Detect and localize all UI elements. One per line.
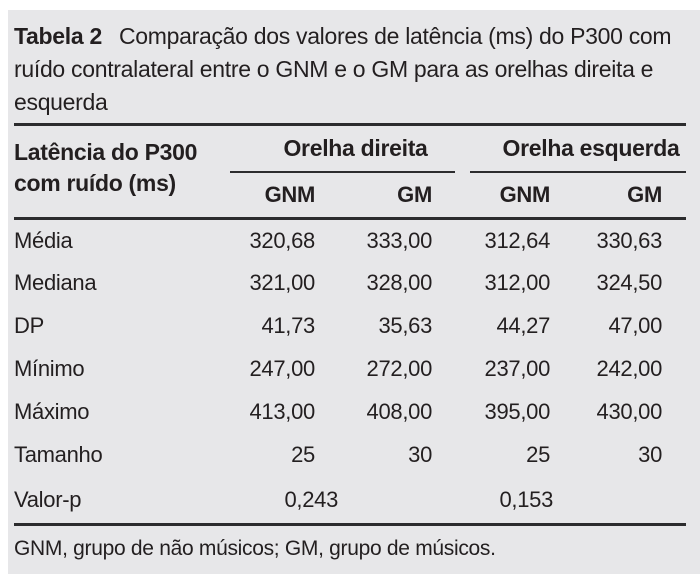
cell-left-gm: 330,63: [596, 227, 663, 253]
column-gap-cell: [455, 477, 470, 525]
table-row-mediana: Mediana 321,00 328,00 312,00 324,50: [14, 262, 686, 305]
pvalue-right-ear: 0,243: [284, 486, 339, 512]
group-header-row: Latência do P300 com ruído (ms) Orelha d…: [14, 124, 687, 220]
table-row-minimo: Mínimo 247,00 272,00 237,00 242,00: [14, 348, 686, 391]
cell-right-gm: 35,63: [378, 313, 433, 338]
cell-left-gm: 324,50: [596, 270, 663, 295]
column-gap: [455, 124, 471, 220]
table-footnote: GNM, grupo de não músicos; GM, grupo de …: [14, 537, 496, 560]
column-gap-cell: [455, 305, 470, 348]
cell-right-gnm: 321,00: [249, 270, 316, 295]
cell-left-gm: 47,00: [608, 313, 663, 338]
subheader-left-gnm: GNM: [470, 171, 550, 220]
table-caption-text: Comparação dos valores de latência (ms) …: [14, 23, 672, 115]
group-header-left-ear: Orelha esquerda: [470, 124, 687, 173]
subheader-right-gnm: GNM: [230, 171, 315, 220]
column-gap-cell: [455, 391, 470, 434]
subheader-row: GNM GM GNM GM: [14, 171, 687, 220]
cell-left-gnm: 25: [526, 442, 551, 467]
cell-left-gnm: 44,27: [496, 313, 551, 338]
column-gap-cell: [455, 262, 470, 305]
cell-right-gnm: 25: [291, 442, 315, 467]
cell-left-gm: 430,00: [596, 399, 663, 424]
subheader-left-gm: GM: [550, 171, 687, 220]
table-row-media: Média 320,68 333,00 312,64 330,63: [14, 219, 686, 262]
row-label: Mediana: [14, 270, 97, 295]
cell-right-gm: 272,00: [366, 356, 433, 381]
table-caption: Tabela 2 Comparação dos valores de latênc…: [14, 20, 690, 119]
row-label: Tamanho: [14, 442, 103, 467]
cell-left-gnm: 312,64: [484, 227, 551, 253]
latency-comparison-table: Latência do P300 com ruído (ms) Orelha d…: [14, 123, 687, 526]
group-header-right-ear: Orelha direita: [230, 124, 456, 173]
row-label: Mínimo: [14, 356, 85, 381]
cell-right-gnm: 320,68: [249, 227, 316, 253]
table-row-valor-p: Valor-p 0,243 0,153: [14, 477, 686, 525]
cell-left-gnm: 237,00: [484, 356, 551, 381]
subheader-right-gm: GM: [315, 171, 456, 220]
stub-header-line1: Latência do P300: [14, 138, 198, 165]
cell-right-gnm: 413,00: [249, 399, 316, 424]
cell-right-gnm: 41,73: [261, 313, 315, 338]
cell-left-gnm: 312,00: [484, 270, 551, 295]
cell-left-gnm: 395,00: [484, 399, 551, 424]
column-gap-cell: [455, 434, 470, 477]
table-panel: Tabela 2 Comparação dos valores de latênc…: [8, 10, 700, 574]
cell-left-gm: 242,00: [596, 356, 663, 381]
cell-right-gm: 328,00: [366, 270, 433, 295]
column-gap-cell: [455, 219, 470, 262]
table-caption-tag: Tabela 2: [14, 23, 102, 49]
cell-right-gm: 333,00: [366, 227, 433, 253]
cell-right-gnm: 247,00: [249, 356, 316, 381]
stub-header-line2: com ruído (ms): [14, 169, 176, 196]
column-gap-cell: [455, 348, 470, 391]
cell-right-gm: 30: [408, 442, 433, 467]
row-label: DP: [14, 313, 44, 338]
cell-right-gm: 408,00: [366, 399, 433, 424]
cell-left-gm: 30: [638, 442, 663, 467]
pvalue-left-ear: 0,153: [499, 486, 554, 512]
stub-header: Latência do P300 com ruído (ms): [14, 124, 230, 220]
row-label: Máximo: [14, 399, 90, 424]
table-row-tamanho: Tamanho 25 30 25 30: [14, 434, 686, 477]
table-row-dp: DP 41,73 35,63 44,27 47,00: [14, 305, 686, 348]
row-label: Valor-p: [14, 486, 82, 512]
row-label: Média: [14, 227, 73, 253]
table-row-maximo: Máximo 413,00 408,00 395,00 430,00: [14, 391, 686, 434]
